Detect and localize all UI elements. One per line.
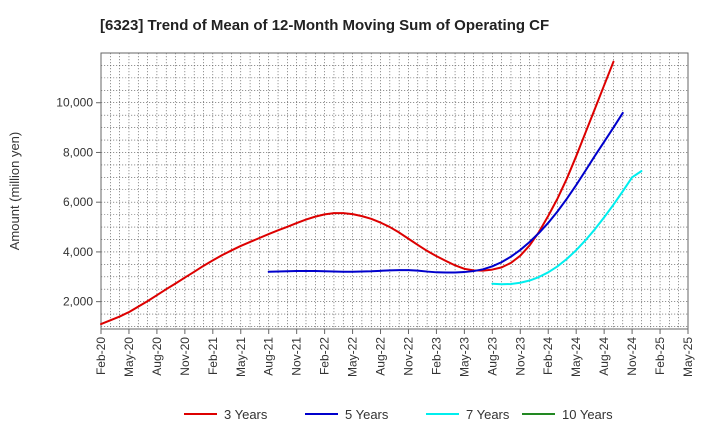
x-tick-label: May-21 [234,337,248,377]
x-axis: Feb-20 May-20 Aug-20 Nov-20 Feb-21 May-21 Aug-… [94,329,695,377]
y-tick-label: 10,000 [56,96,93,110]
x-tick-label: Nov-24 [625,337,639,376]
y-tick-label: 4,000 [63,245,93,259]
x-tick-label: Nov-22 [401,337,415,376]
x-tick-label: Aug-24 [597,337,611,376]
x-tick-label: May-24 [569,337,583,377]
x-tick-label: Aug-22 [374,337,388,376]
x-tick-label: Feb-25 [653,337,667,375]
chart-title: [6323] Trend of Mean of 12-Month Moving … [100,17,549,34]
x-tick-label: Aug-20 [150,337,164,376]
x-tick-label: May-20 [122,337,136,377]
y-axis-label: Amount (million yen) [7,132,22,251]
series-line-5-years [267,111,624,274]
series-line-7-years [491,170,643,286]
x-tick-label: Feb-20 [94,337,108,375]
x-tick-label: May-22 [346,337,360,377]
y-tick-label: 6,000 [63,195,93,209]
legend-label-3-years: 3 Years [224,407,268,422]
x-tick-label: Feb-24 [541,337,555,375]
plot-grid [101,53,688,329]
x-tick-label: Nov-23 [513,337,527,376]
x-tick-label: Feb-22 [318,337,332,375]
x-tick-label: Feb-23 [429,337,443,375]
y-tick-label: 8,000 [63,145,93,159]
x-tick-label: Nov-20 [178,337,192,376]
x-tick-label: Feb-21 [206,337,220,375]
x-tick-label: May-25 [681,337,695,377]
y-axis: 2,000 4,000 6,000 8,000 10,000 [56,96,101,309]
legend-label-10-years: 10 Years [562,407,613,422]
plot-frame [100,52,689,330]
x-tick-label: Aug-21 [262,337,276,376]
y-tick-label: 2,000 [63,295,93,309]
x-tick-label: Aug-23 [485,337,499,376]
legend-label-7-years: 7 Years [466,407,510,422]
series-layer [100,60,643,326]
series-line-3-years [100,60,615,326]
x-tick-label: Nov-21 [290,337,304,376]
x-tick-label: May-23 [457,337,471,377]
legend-label-5-years: 5 Years [345,407,389,422]
legend: 3 Years 5 Years 7 Years 10 Years [184,407,613,422]
